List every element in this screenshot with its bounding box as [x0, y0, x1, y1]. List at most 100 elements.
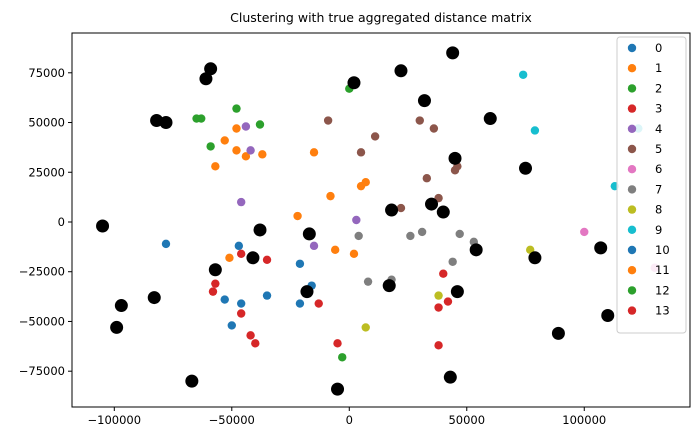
- cluster-centers: [96, 46, 615, 396]
- legend-marker-4: [627, 124, 637, 133]
- point-series-8-1: [434, 291, 443, 300]
- legend-label-1: 1: [655, 61, 662, 75]
- cluster-center-point-25: [469, 243, 483, 257]
- point-series-1-8: [293, 211, 302, 221]
- cluster-center-point-8: [185, 374, 199, 388]
- point-series-5-9: [396, 203, 406, 213]
- point-series-1-5: [211, 162, 220, 171]
- point-series-0-4: [227, 321, 236, 330]
- legend-label-7: 7: [655, 182, 662, 196]
- marker-layer: [96, 46, 659, 396]
- point-series-0-5: [262, 291, 272, 300]
- point-series-5-7: [450, 166, 460, 175]
- point-series-2-1: [197, 114, 206, 123]
- legend-label-11: 11: [655, 263, 670, 277]
- y-tick-label: −75000: [19, 364, 65, 378]
- x-tick-label: 0: [346, 413, 353, 427]
- legend-marker-12: [627, 286, 637, 295]
- point-series-6-0: [580, 227, 589, 237]
- point-series-4-2: [236, 197, 246, 207]
- point-series-3-2: [236, 249, 246, 259]
- point-series-5-1: [356, 148, 366, 157]
- cluster-center-point-23: [382, 279, 396, 293]
- legend-label-0: 0: [655, 41, 662, 55]
- point-series-2-2: [232, 104, 241, 113]
- point-series-5-2: [370, 132, 380, 141]
- legend-marker-1: [627, 63, 637, 73]
- legend-marker-2: [627, 84, 637, 93]
- legend-marker-5: [627, 144, 637, 154]
- point-series-1-7: [326, 191, 335, 201]
- legend-marker-6: [627, 165, 637, 174]
- y-tick-label: −50000: [19, 314, 65, 328]
- point-series-7-2: [417, 227, 427, 237]
- cluster-center-point-0: [96, 219, 110, 233]
- point-series-4-4: [352, 215, 361, 225]
- cluster-center-point-18: [446, 46, 460, 60]
- point-series-9-1: [530, 126, 540, 135]
- point-series-4-1: [246, 146, 255, 155]
- cluster-center-point-4: [204, 62, 218, 76]
- legend-marker-11: [627, 266, 637, 275]
- legend-label-9: 9: [655, 223, 662, 237]
- legend-label-8: 8: [655, 203, 662, 217]
- point-series-0-3: [236, 299, 246, 308]
- legend-marker-9: [627, 225, 637, 234]
- y-tick-label: 50000: [28, 116, 65, 130]
- cluster-center-point-9: [208, 263, 222, 277]
- point-series-1-0: [220, 136, 229, 145]
- cluster-center-point-32: [601, 308, 615, 322]
- cluster-center-point-7: [110, 320, 124, 334]
- point-series-1-13: [225, 253, 234, 262]
- cluster-center-point-17: [417, 94, 431, 108]
- x-tick-label: −100000: [88, 413, 142, 427]
- point-series-0-7: [295, 299, 305, 308]
- point-series-3-1: [208, 287, 218, 296]
- point-series-3-10: [434, 303, 443, 312]
- legend-label-3: 3: [655, 102, 662, 116]
- point-series-3-12: [434, 341, 443, 350]
- point-series-0-1: [234, 241, 244, 251]
- cluster-center-point-16: [394, 64, 408, 78]
- point-series-0-0: [161, 239, 171, 249]
- legend-marker-3: [627, 104, 637, 113]
- cluster-center-point-14: [347, 76, 361, 90]
- point-series-1-10: [349, 249, 359, 259]
- point-series-3-11: [443, 297, 453, 306]
- cluster-center-point-31: [594, 241, 608, 255]
- point-series-1-4: [258, 150, 267, 159]
- plot-frame: [71, 32, 691, 408]
- cluster-center-point-27: [483, 112, 497, 126]
- chart-title: Clustering with true aggregated distance…: [230, 10, 532, 25]
- x-tick-label: 50000: [448, 413, 485, 427]
- y-tick-label: 0: [58, 215, 65, 229]
- y-tick-label: 75000: [28, 66, 65, 80]
- cluster-center-point-3: [199, 72, 213, 86]
- legend-marker-8: [627, 205, 637, 214]
- legend-label-4: 4: [655, 122, 662, 136]
- cluster-center-point-2: [159, 116, 173, 130]
- cluster-center-point-22: [385, 203, 399, 217]
- cluster-center-point-13: [300, 285, 314, 299]
- y-axis: −75000 −50000 −25000 0 25000 50000 75000: [19, 66, 72, 378]
- cluster-center-point-29: [528, 251, 542, 265]
- point-series-2-6: [338, 353, 347, 362]
- cluster-center-point-30: [551, 326, 565, 340]
- y-tick-label: 25000: [28, 165, 65, 179]
- cluster-center-point-10: [246, 251, 260, 265]
- cluster-center-point-24: [450, 285, 464, 299]
- x-tick-label: 100000: [562, 413, 606, 427]
- legend-marker-13: [627, 306, 637, 315]
- series-3: [208, 249, 453, 350]
- x-axis: −100000 −50000 0 50000 100000: [88, 407, 606, 427]
- point-series-3-3: [262, 255, 272, 264]
- point-series-4-3: [309, 241, 319, 251]
- legend-marker-0: [627, 43, 637, 53]
- point-series-3-6: [251, 339, 260, 348]
- point-series-1-2: [232, 146, 241, 155]
- series-2: [192, 84, 354, 362]
- legend-label-13: 13: [655, 304, 670, 318]
- cluster-center-point-5: [147, 291, 161, 305]
